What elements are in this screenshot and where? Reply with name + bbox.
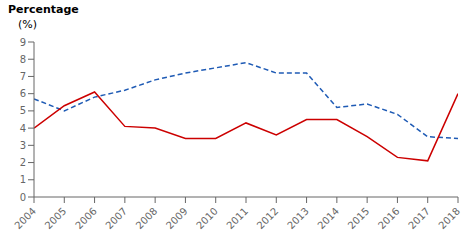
svg-text:0: 0 <box>20 192 26 203</box>
svg-text:2016: 2016 <box>376 205 402 231</box>
svg-text:5: 5 <box>20 105 26 116</box>
svg-text:2012: 2012 <box>255 205 281 231</box>
svg-text:2008: 2008 <box>134 205 160 231</box>
svg-text:6: 6 <box>20 88 26 99</box>
svg-text:2006: 2006 <box>73 205 99 231</box>
svg-text:2015: 2015 <box>346 205 372 231</box>
svg-text:2018: 2018 <box>436 205 462 231</box>
svg-text:2007: 2007 <box>103 205 129 231</box>
svg-text:3: 3 <box>20 140 26 151</box>
svg-text:7: 7 <box>20 71 26 82</box>
svg-text:1: 1 <box>20 174 26 185</box>
svg-text:2014: 2014 <box>315 205 341 231</box>
svg-text:2011: 2011 <box>224 205 250 231</box>
svg-text:2: 2 <box>20 157 26 168</box>
svg-text:8: 8 <box>20 54 26 65</box>
svg-text:2013: 2013 <box>285 205 311 231</box>
svg-text:4: 4 <box>20 123 26 134</box>
html-text:Percentage: Percentage <box>8 3 79 16</box>
svg-text:2005: 2005 <box>43 205 69 231</box>
svg-text:2010: 2010 <box>194 205 220 231</box>
svg-text:2017: 2017 <box>406 205 432 231</box>
svg-text:2009: 2009 <box>164 205 190 231</box>
svg-text:2004: 2004 <box>12 205 38 231</box>
svg-text:9: 9 <box>20 37 26 48</box>
